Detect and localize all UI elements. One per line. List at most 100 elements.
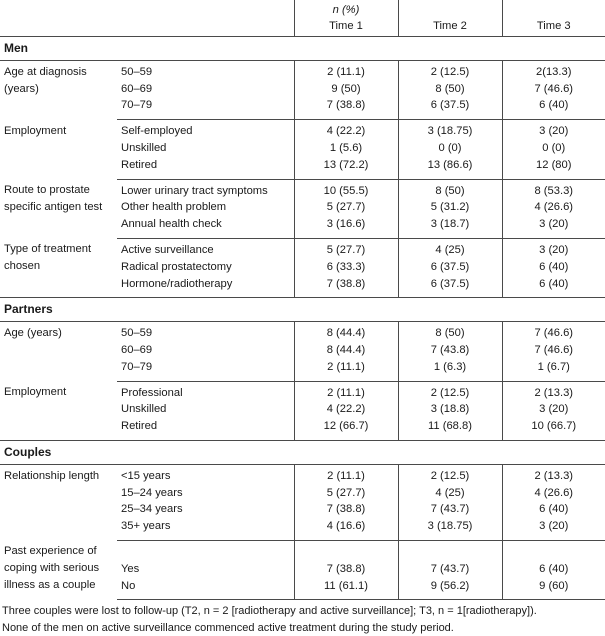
- time2-cell: 3 (18.75): [397, 518, 502, 541]
- time2-cell: 2 (12.5): [397, 60, 502, 81]
- time3-cell: 3 (20): [501, 119, 605, 140]
- group-label-line: Relationship length: [4, 469, 100, 482]
- table-row: 70–79 2 (11.1) 1 (6.3) 1 (6.7): [0, 358, 605, 382]
- table-row: Retired 13 (72.2) 13 (86.6) 12 (80): [0, 156, 605, 180]
- category-cell: 50–59: [121, 327, 153, 340]
- category-cell: Active surveillance: [121, 243, 214, 256]
- group-label: Employment: [0, 120, 117, 179]
- time2-cell: 6 (37.5): [397, 275, 502, 299]
- group-label-line: Age (years): [4, 327, 62, 340]
- group-label: Employment: [0, 381, 117, 440]
- time1-cell: 7 (38.8): [293, 275, 398, 299]
- table-row: Age (years) 50–59 8 (44.4) 8 (50) 7 (46.6): [0, 321, 605, 342]
- group-label-line: (years): [4, 82, 39, 95]
- category-cell: Lower urinary tract symptoms: [121, 184, 268, 197]
- footnote-2: None of the men on active surveillance c…: [2, 621, 454, 634]
- time2-cell: 8 (50): [397, 179, 502, 200]
- category-cell: <15 years: [121, 469, 171, 482]
- time3-cell: 7 (46.6): [501, 341, 605, 359]
- time3-cell: 8 (53.3): [501, 179, 605, 200]
- time1-cell: 2 (11.1): [293, 464, 398, 485]
- time2-cell: 6 (37.5): [397, 97, 502, 121]
- time2-cell: 1 (6.3): [397, 358, 502, 382]
- header-time2: Time 2: [397, 0, 502, 37]
- time1-cell: 6 (33.3): [293, 258, 398, 276]
- group-label-line: illness as a couple: [4, 579, 96, 592]
- time3-cell: 6 (40): [501, 275, 605, 299]
- time2-cell: 4 (25): [397, 238, 502, 259]
- table-row: 60–69 8 (44.4) 7 (43.8) 7 (46.6): [0, 341, 605, 359]
- header-time1: n (%) Time 1: [293, 0, 398, 37]
- section-row: Partners: [0, 297, 605, 323]
- time1-cell: 5 (27.7): [293, 238, 398, 259]
- category-cell: 15–24 years: [121, 486, 183, 499]
- time2-cell: 6 (37.5): [397, 258, 502, 276]
- category-cell: Hormone/radiotherapy: [117, 275, 294, 299]
- table-row: Hormone/radiotherapy 7 (38.8) 6 (37.5) 6 (4…: [0, 275, 605, 299]
- table-row: 70–79 7 (38.8) 6 (37.5) 6 (40): [0, 97, 605, 121]
- time2-cell: 8 (50): [397, 321, 502, 342]
- table-row: 60–69 9 (50) 8 (50) 7 (46.6): [0, 80, 605, 98]
- category-cell: Unskilled: [121, 403, 167, 416]
- header-row: n (%) Time 1 Time 2 Time 3: [0, 0, 605, 37]
- category-cell: Annual health check: [117, 216, 294, 239]
- group-label-line: Past experience of: [4, 545, 97, 558]
- category-cell: 60–69: [121, 82, 153, 95]
- time1-cell: [293, 540, 398, 561]
- category-cell: 35+ years: [117, 518, 294, 541]
- time3-cell: 0 (0): [501, 139, 605, 157]
- time1-cell: 8 (44.4): [293, 321, 398, 342]
- group-label: Age at diagnosis (years): [0, 60, 117, 119]
- time2-cell: 8 (50): [397, 80, 502, 98]
- group-label-line: specific antigen test: [4, 200, 103, 213]
- time2-cell: 0 (0): [397, 139, 502, 157]
- section-row: Men: [0, 36, 605, 61]
- time3-cell: 6 (40): [501, 560, 605, 578]
- time3-cell: 2 (13.3): [501, 381, 605, 402]
- time1-cell: 1 (5.6): [293, 139, 398, 157]
- time3-cell: 6 (40): [501, 97, 605, 121]
- section-row: Couples: [0, 439, 605, 465]
- table-row: No 11 (61.1) 9 (56.2) 9 (60): [0, 577, 605, 601]
- time1-cell: 8 (44.4): [293, 341, 398, 359]
- time2-cell: 9 (56.2): [397, 577, 502, 601]
- time2-cell: 4 (25): [397, 484, 502, 502]
- time3-cell: 2 (13.3): [501, 464, 605, 485]
- table-row: Yes 7 (38.8) 7 (43.7) 6 (40): [0, 560, 605, 578]
- time1-cell: 5 (27.7): [293, 484, 398, 502]
- time2-cell: 11 (68.8): [397, 418, 502, 441]
- time1-cell: 12 (66.7): [293, 418, 398, 441]
- table-row: 15–24 years 5 (27.7) 4 (25) 4 (26.6): [0, 484, 605, 502]
- time2-cell: 2 (12.5): [397, 464, 502, 485]
- section-title: Men: [0, 36, 605, 61]
- time2-cell: 3 (18.75): [397, 119, 502, 140]
- table-body: Men Age at diagnosis (years) 50–59 2 (11.1) 2…: [0, 36, 605, 601]
- table-row: 35+ years 4 (16.6) 3 (18.75) 3 (20): [0, 518, 605, 541]
- table-row: 25–34 years 7 (38.8) 7 (43.7) 6 (40): [0, 501, 605, 519]
- time2-cell: 2 (12.5): [397, 381, 502, 402]
- category-cell: 60–69: [121, 343, 153, 356]
- time2-cell: 3 (18.7): [397, 216, 502, 239]
- time2-cell: 5 (31.2): [397, 199, 502, 217]
- table-row: Relationship length <15 years 2 (11.1) 2 (1…: [0, 464, 605, 485]
- category-cell: Professional: [121, 386, 183, 399]
- category-cell: 50–59: [121, 65, 153, 78]
- header-time3: Time 3: [501, 0, 605, 37]
- time3-cell: 3 (20): [501, 518, 605, 541]
- category-cell: Radical prostatectomy: [121, 260, 232, 273]
- category-cell: Self-employed: [121, 125, 193, 138]
- time2-cell: 7 (43.8): [397, 341, 502, 359]
- time1-cell: 2 (11.1): [293, 60, 398, 81]
- group-label-line: Type of treatment: [4, 243, 92, 256]
- time3-cell: 3 (20): [501, 401, 605, 419]
- header-n-percent: n (%): [332, 4, 360, 16]
- time1-cell: 2 (11.1): [293, 358, 398, 382]
- group-label: Age (years): [0, 322, 117, 381]
- time3-cell: 4 (26.6): [501, 484, 605, 502]
- category-cell: [117, 540, 294, 560]
- header-time1-label: Time 1: [329, 20, 363, 32]
- time1-cell: 7 (38.8): [293, 560, 398, 578]
- category-cell: Retired: [117, 418, 294, 441]
- table-row: Route to prostate specific antigen test Lo…: [0, 179, 605, 213]
- table-row: Retired 12 (66.7) 11 (68.8) 10 (66.7): [0, 418, 605, 441]
